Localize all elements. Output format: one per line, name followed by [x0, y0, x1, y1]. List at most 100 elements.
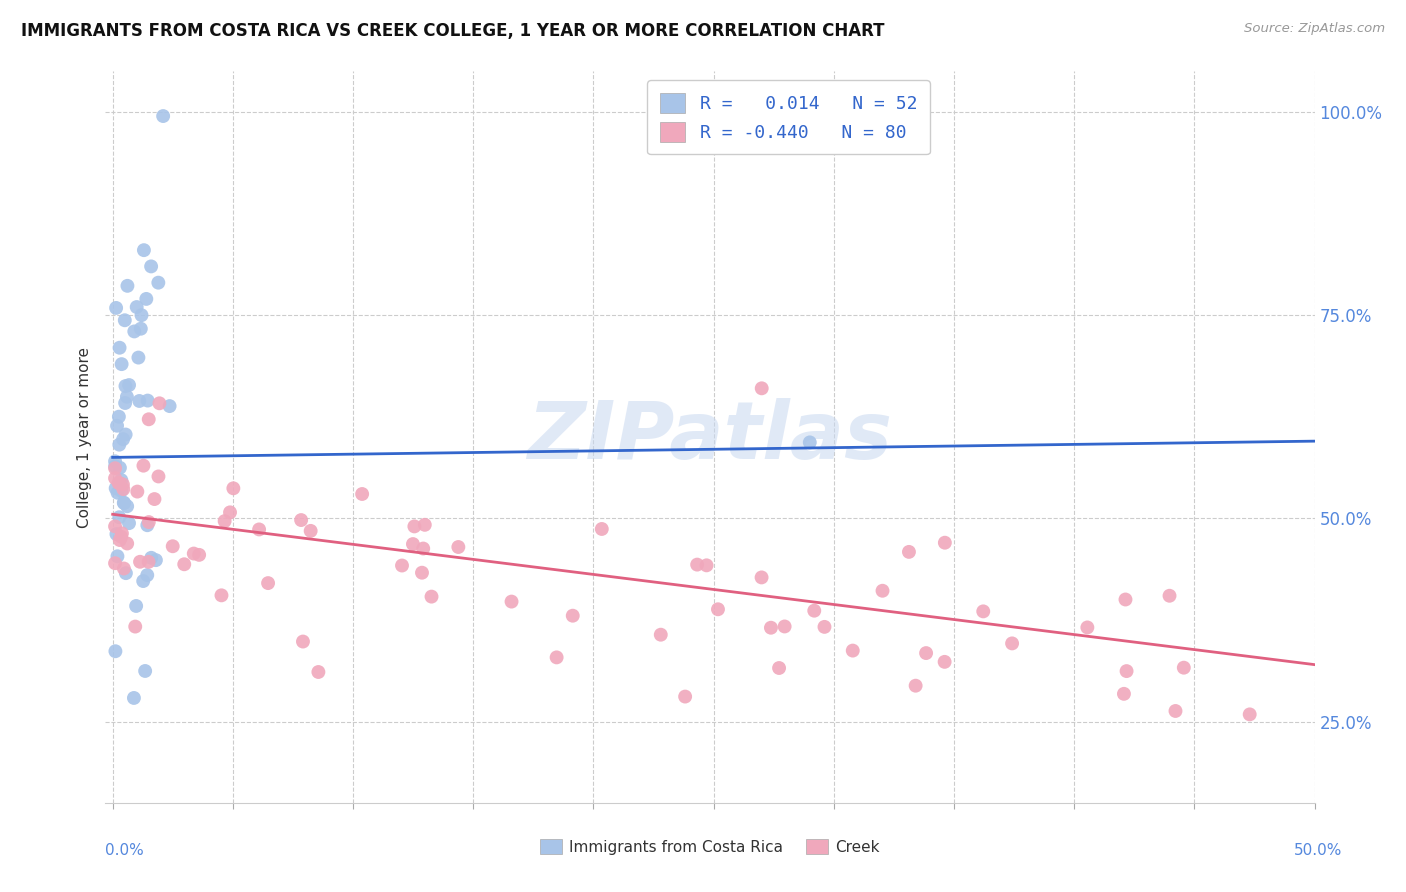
Point [159, 399, 181, 413]
Point [1114, 592, 1136, 607]
Point [132, 458, 155, 473]
Point [1001, 636, 1024, 650]
Point [148, 276, 170, 290]
Point [122, 690, 145, 705]
Point [650, 628, 672, 642]
Point [214, 514, 236, 528]
Point [104, 454, 127, 468]
Point [110, 483, 132, 498]
Point [139, 260, 162, 274]
Point [114, 379, 136, 393]
Point [135, 292, 157, 306]
Point [673, 690, 696, 704]
Point [148, 469, 170, 483]
Point [108, 460, 131, 475]
Point [768, 661, 790, 675]
Point [129, 322, 152, 336]
Point [1173, 661, 1195, 675]
Point [110, 473, 132, 487]
Point [152, 109, 174, 123]
Point [115, 390, 138, 404]
Point [104, 519, 127, 533]
Point [211, 588, 233, 602]
Point [125, 599, 148, 613]
Point [112, 482, 135, 496]
Point [143, 491, 166, 506]
Point [111, 526, 134, 541]
Point [145, 553, 167, 567]
Point [773, 619, 796, 633]
Point [299, 524, 322, 538]
Point [114, 313, 136, 327]
Point [1112, 687, 1135, 701]
Point [257, 576, 280, 591]
Legend: Immigrants from Costa Rica, Creek: Immigrants from Costa Rica, Creek [534, 833, 886, 861]
Point [131, 308, 153, 322]
Point [686, 558, 709, 572]
Point [128, 394, 150, 409]
Point [112, 496, 135, 510]
Point [1239, 707, 1261, 722]
Point [136, 568, 159, 582]
Point [290, 513, 312, 527]
Point [114, 427, 136, 442]
Point [125, 300, 148, 314]
Point [112, 432, 135, 446]
Point [107, 549, 129, 564]
Point [501, 594, 523, 608]
Text: 50.0%: 50.0% [1295, 843, 1343, 858]
Point [132, 243, 155, 257]
Point [799, 435, 821, 450]
Point [110, 530, 132, 544]
Point [132, 574, 155, 588]
Point [108, 510, 131, 524]
Point [897, 545, 920, 559]
Point [107, 476, 129, 491]
Point [127, 351, 149, 365]
Point [404, 519, 426, 533]
Point [904, 679, 927, 693]
Point [222, 481, 245, 495]
Point [803, 604, 825, 618]
Point [247, 523, 270, 537]
Text: Source: ZipAtlas.com: Source: ZipAtlas.com [1244, 22, 1385, 36]
Point [105, 301, 128, 315]
Point [546, 650, 568, 665]
Point [759, 621, 782, 635]
Point [111, 357, 134, 371]
Point [420, 590, 443, 604]
Point [934, 655, 956, 669]
Point [108, 341, 131, 355]
Point [138, 412, 160, 426]
Point [115, 500, 138, 514]
Point [104, 461, 127, 475]
Point [162, 539, 184, 553]
Point [115, 536, 138, 550]
Point [411, 566, 433, 580]
Point [138, 515, 160, 529]
Point [591, 522, 613, 536]
Point [138, 555, 160, 569]
Point [1076, 620, 1098, 634]
Point [813, 620, 835, 634]
Point [412, 541, 434, 556]
Point [112, 496, 135, 510]
Point [307, 665, 329, 679]
Point [447, 540, 470, 554]
Point [141, 550, 163, 565]
Text: ZIPatlas: ZIPatlas [527, 398, 893, 476]
Point [413, 517, 436, 532]
Text: 0.0%: 0.0% [105, 843, 145, 858]
Point [291, 634, 314, 648]
Point [915, 646, 938, 660]
Point [118, 516, 141, 531]
Point [108, 533, 131, 547]
Point [104, 459, 127, 474]
Point [751, 381, 773, 395]
Point [696, 558, 718, 573]
Point [872, 583, 894, 598]
Point [104, 481, 127, 495]
Point [352, 487, 374, 501]
Point [972, 604, 994, 618]
Point [105, 527, 128, 541]
